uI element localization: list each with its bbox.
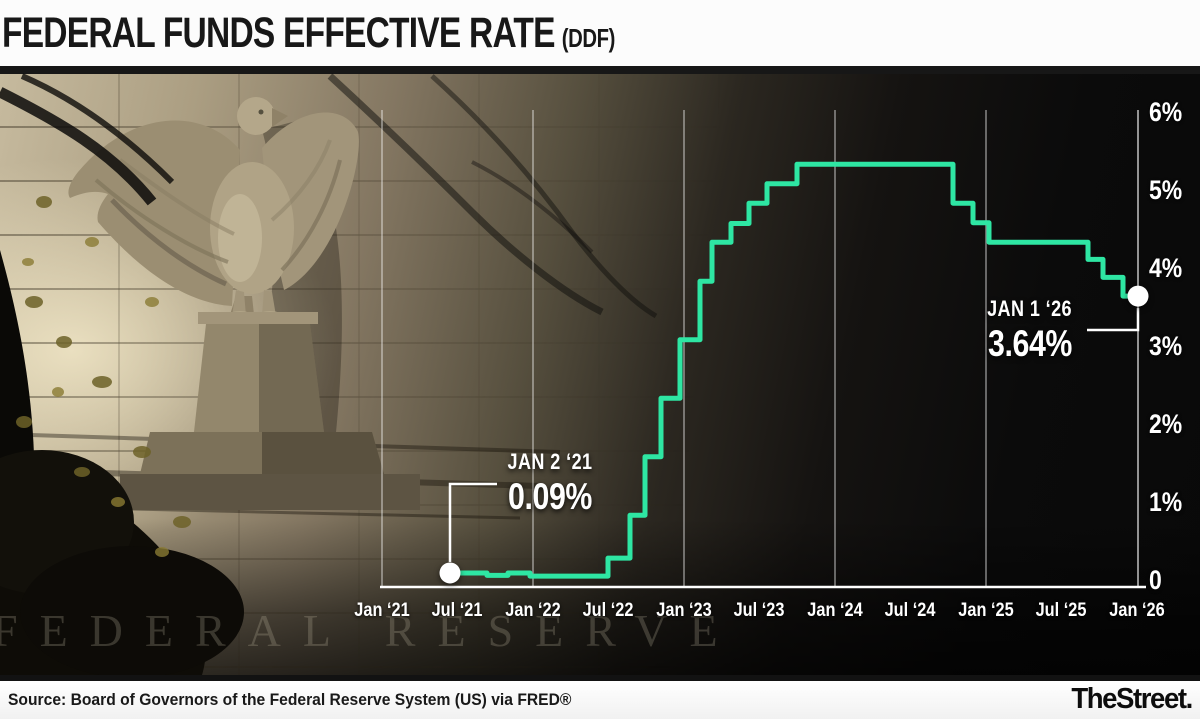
source-credit: Source: Board of Governors of the Federa…: [8, 690, 572, 709]
thestreet-logo: TheStreet.: [1071, 683, 1194, 715]
y-tick-label: 0: [1149, 565, 1162, 595]
annotation-rate: 0.09%: [508, 476, 592, 517]
x-tick-label: Jan ‘21: [354, 600, 410, 621]
carved-federal-reserve-inscription: FEDERAL RESERVE: [0, 605, 740, 656]
header-divider-bar: [0, 66, 1200, 74]
x-tick-label: Jul ‘23: [733, 600, 785, 621]
y-tick-label: 5%: [1149, 175, 1183, 205]
annotation-0: JAN 2 ‘21 0.09%: [460, 449, 640, 518]
page-title: FEDERAL FUNDS EFFECTIVE RATE (DDF): [2, 9, 615, 58]
x-tick-label: Jul ‘24: [884, 600, 936, 621]
y-tick-label: 2%: [1149, 409, 1183, 439]
x-tick-label: Jul ‘25: [1035, 600, 1087, 621]
annotation-date: JAN 2 ‘21: [507, 449, 593, 474]
footer-divider-bar: [0, 675, 1200, 681]
x-tick-label: Jan ‘22: [505, 600, 561, 621]
annotation-date: JAN 1 ‘26: [987, 296, 1072, 321]
annotation-1: JAN 1 ‘26 3.64%: [892, 296, 1072, 365]
x-tick-label: Jan ‘26: [1109, 600, 1165, 621]
title-text: FEDERAL FUNDS EFFECTIVE RATE: [2, 8, 555, 57]
stone-block-texture: [0, 74, 1200, 675]
title-ticker-suffix: (DDF): [561, 22, 616, 53]
footer: Source: Board of Governors of the Federa…: [0, 681, 1200, 719]
annotation-rate: 3.64%: [988, 323, 1072, 364]
x-tick-label: Jul ‘21: [431, 600, 483, 621]
x-tick-label: Jan ‘24: [807, 600, 863, 621]
y-tick-label: 4%: [1149, 253, 1183, 283]
y-tick-label: 1%: [1149, 487, 1183, 517]
x-tick-label: Jul ‘22: [582, 600, 634, 621]
header: FEDERAL FUNDS EFFECTIVE RATE (DDF): [0, 0, 1200, 66]
y-tick-label: 3%: [1149, 331, 1183, 361]
x-tick-label: Jan ‘25: [958, 600, 1014, 621]
y-tick-label: 6%: [1149, 97, 1183, 127]
federal-reserve-photo-background: [0, 74, 1200, 675]
x-tick-label: Jan ‘23: [656, 600, 712, 621]
